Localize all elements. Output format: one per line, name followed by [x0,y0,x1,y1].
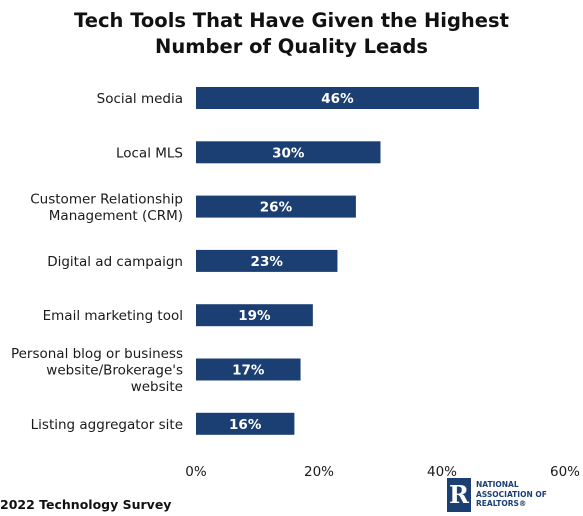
category-label: Local MLS [116,145,183,161]
category-label: Listing aggregator site [31,417,183,433]
bar-value-label: 23% [251,254,284,270]
bar [196,358,301,381]
bar-value-label: 19% [238,308,271,324]
category-label: Digital ad campaign [47,254,183,270]
chart-title-line-1: Tech Tools That Have Given the Highest [74,9,509,32]
bar-value-label: 17% [232,363,265,379]
category-label: Management (CRM) [49,208,183,224]
category-label: Personal blog or business [11,346,183,362]
bar [196,195,356,218]
bar-value-label: 30% [272,145,305,161]
bar [196,412,295,435]
category-label: website/Brokerage's [46,363,183,379]
bar [196,249,338,272]
bar [196,87,479,109]
chart-title: Tech Tools That Have Given the Highest N… [0,8,583,60]
bar-value-label: 16% [229,417,262,433]
x-tick-label: 0% [185,464,207,480]
bar-value-label: 26% [260,200,293,216]
bar [196,304,313,327]
category-label: Customer Relationship [30,191,183,207]
realtor-r-logo-icon: R [447,478,471,512]
x-tick-label: 20% [304,464,334,480]
logo-text: NATIONAL ASSOCIATION OF REALTORS® [476,480,547,509]
category-label: Social media [97,91,183,107]
category-label: website [131,379,183,395]
logo-line-1: NATIONAL [476,480,519,489]
x-tick-label: 40% [427,464,457,480]
source-note: 2022 Technology Survey [0,497,172,512]
chart-title-line-2: Number of Quality Leads [155,35,428,58]
x-tick-label: 60% [550,464,580,480]
category-label: Email marketing tool [43,308,183,324]
logo-line-2: ASSOCIATION OF [476,489,547,499]
bar-value-label: 46% [321,91,354,107]
bar [196,141,381,164]
logo-line-3: REALTORS® [476,499,527,508]
